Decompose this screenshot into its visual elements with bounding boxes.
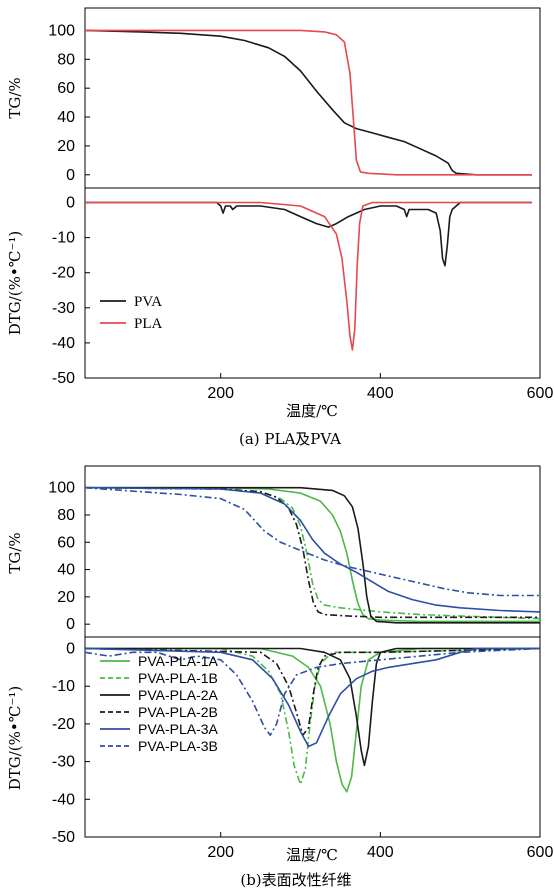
legend-label: PVA-PLA-2A	[138, 687, 219, 703]
panel-b-xlabel: 温度/℃	[286, 846, 338, 864]
legend-label: PVA-PLA-3A	[138, 721, 219, 737]
panel-b-tg-yticks: 0 20 40 60 80 100	[48, 480, 90, 633]
panel-b-legend: PVA-PLA-1APVA-PLA-1BPVA-PLA-2APVA-PLA-2B…	[100, 653, 219, 754]
ytick-label: 100	[48, 480, 75, 497]
panel-b-xticks: 200 400 600	[207, 832, 553, 861]
xtick-label: 600	[527, 844, 554, 861]
series-line-pva-pla-3b	[84, 486, 540, 597]
panel-a-legend: PVA PLA	[100, 294, 163, 332]
ytick-label: 20	[57, 589, 75, 606]
series-line-pva	[84, 29, 532, 176]
ytick-label: -10	[52, 230, 75, 247]
panel-b-tg-ylabel: TG/%	[6, 532, 24, 573]
series-line-pva-pla-3a	[84, 486, 541, 613]
panel-b-dtg-yticks: 0 -10 -20 -30 -40 -50	[52, 641, 90, 846]
panel-a-dtg-series	[85, 201, 532, 351]
xtick-label: 400	[367, 844, 394, 861]
legend-label: PVA-PLA-1A	[138, 653, 219, 669]
xtick-label: 600	[527, 385, 554, 402]
ytick-label: 40	[57, 562, 75, 579]
panel-a-frame	[84, 7, 541, 379]
ytick-label: -30	[52, 754, 75, 771]
panel-a-tg-yticks: 0 20 40 60 80 100	[48, 22, 90, 184]
series-line-pva	[85, 201, 532, 267]
ytick-label: -30	[52, 300, 75, 317]
xtick-label: 400	[367, 385, 394, 402]
xtick-label: 200	[207, 844, 234, 861]
panel-a-dtg-yticks: 0 -10 -20 -30 -40 -50	[52, 195, 90, 387]
panel-a-xticks: 200 400 600	[207, 373, 553, 402]
ytick-label: 0	[66, 195, 75, 212]
series-line-pla	[85, 29, 532, 176]
ytick-label: 0	[66, 167, 75, 184]
legend-label: PVA-PLA-2B	[138, 704, 218, 720]
ytick-label: 100	[48, 22, 75, 39]
xtick-label: 200	[207, 385, 234, 402]
ytick-label: 80	[57, 51, 75, 68]
ytick-label: 20	[57, 138, 75, 155]
legend-label: PLA	[134, 316, 163, 332]
panel-a-tg-ylabel: TG/%	[6, 77, 24, 118]
panel-b-dtg-series	[84, 647, 541, 793]
ytick-label: -20	[52, 265, 75, 282]
ytick-label: -40	[52, 791, 75, 808]
ytick-label: 0	[66, 616, 75, 633]
series-line-pva-pla-2b	[84, 647, 541, 736]
legend-label: PVA	[134, 294, 162, 310]
panel-b-caption: (b)表面改性纤维	[240, 871, 351, 889]
ytick-label: -10	[52, 678, 75, 695]
legend-label: PVA-PLA-1B	[138, 670, 218, 686]
series-line-pva-pla-2a	[85, 486, 540, 624]
series-line-pva-pla-1a	[85, 647, 540, 793]
ytick-label: 40	[57, 109, 75, 126]
ytick-label: -50	[52, 370, 75, 387]
ytick-label: 0	[66, 641, 75, 658]
series-line-pva-pla-2b	[84, 486, 540, 619]
panel-a-caption: (a) PLA及PVA	[239, 430, 341, 448]
series-line-pva-pla-1b	[85, 647, 541, 785]
ytick-label: -40	[52, 335, 75, 352]
panel-b-dtg-ylabel: DTG/(%•℃⁻¹)	[6, 686, 24, 791]
ytick-label: 60	[57, 534, 75, 551]
panel-b-tg-series	[84, 486, 541, 624]
ytick-label: 80	[57, 507, 75, 524]
series-line-pva-pla-3a	[84, 647, 540, 748]
series-line-pva-pla-3b	[84, 647, 541, 736]
legend-label: PVA-PLA-3B	[138, 738, 218, 754]
ytick-label: -20	[52, 716, 75, 733]
panel-a-dtg-ylabel: DTG/(%•℃⁻¹)	[6, 231, 24, 336]
panel-b-frame	[84, 465, 541, 838]
panel-a-tg-series	[84, 29, 532, 176]
ytick-label: 60	[57, 80, 75, 97]
series-line-pva-pla-2a	[85, 647, 540, 767]
ytick-label: -50	[52, 829, 75, 846]
series-line-pla	[85, 201, 532, 351]
series-line-pva-pla-1a	[85, 486, 540, 623]
panel-a-xlabel: 温度/℃	[286, 402, 338, 420]
